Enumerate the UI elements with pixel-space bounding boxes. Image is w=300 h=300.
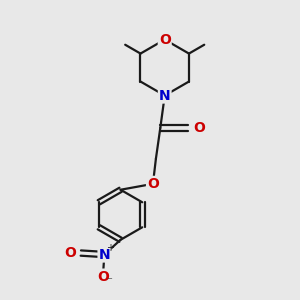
Text: ⁻: ⁻ — [106, 276, 112, 286]
Text: N: N — [98, 248, 110, 262]
Text: N: N — [159, 88, 170, 103]
Text: +: + — [106, 243, 114, 253]
Text: O: O — [64, 246, 76, 260]
Text: O: O — [147, 177, 159, 191]
Text: O: O — [194, 121, 206, 135]
Text: O: O — [159, 33, 171, 46]
Text: O: O — [97, 270, 109, 283]
